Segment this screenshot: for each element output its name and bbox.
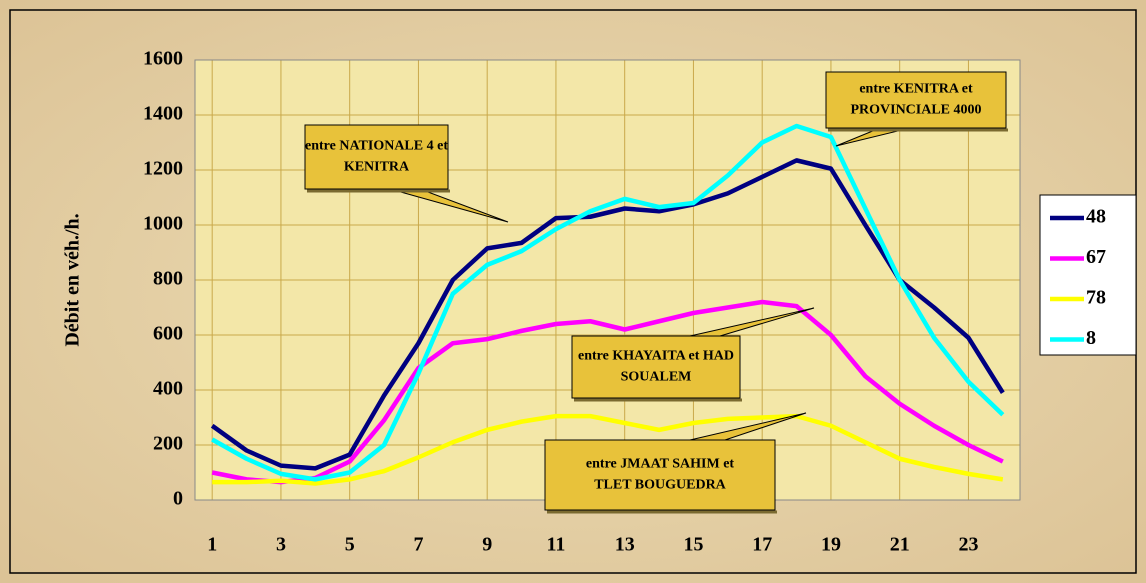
- x-tick-label: 1: [207, 534, 217, 556]
- x-tick-label: 23: [958, 534, 978, 556]
- series-line: [211, 299, 1004, 485]
- series-line: [211, 123, 1005, 482]
- callout-box: [304, 124, 449, 190]
- callout-box: [571, 335, 741, 399]
- callout-box: [825, 71, 1007, 129]
- x-tick-label: 3: [276, 534, 286, 556]
- y-axis-label: Débit en véh./h.: [62, 213, 84, 346]
- y-tick-label: 1200: [143, 158, 183, 180]
- callout-box: [544, 439, 776, 511]
- x-tick-label: 13: [615, 534, 635, 556]
- y-tick-label: 400: [153, 378, 183, 400]
- legend-label: 48: [1086, 206, 1106, 228]
- annotation-text: entre KHAYAITA et HAD: [578, 349, 734, 364]
- legend-label: 67: [1086, 246, 1106, 268]
- x-tick-label: 19: [821, 534, 841, 556]
- x-tick-label: 15: [683, 534, 703, 556]
- annotation-text: TLET BOUGUEDRA: [594, 478, 726, 493]
- series-line: [212, 413, 1004, 486]
- y-tick-label: 1400: [143, 103, 183, 125]
- annotation-text: entre NATIONALE 4 et: [305, 139, 448, 154]
- y-tick-label: 200: [153, 433, 183, 455]
- annotation-text: SOUALEM: [621, 370, 692, 385]
- annotation-text: PROVINCIALE 4000: [850, 103, 981, 118]
- y-tick-label: 600: [153, 323, 183, 345]
- legend-label: 78: [1086, 287, 1106, 309]
- x-tick-label: 9: [482, 534, 492, 556]
- legend-label: 8: [1086, 327, 1096, 349]
- x-tick-label: 7: [413, 534, 423, 556]
- x-tick-label: 21: [890, 534, 910, 556]
- x-tick-label: 5: [345, 534, 355, 556]
- series-line: [210, 158, 1005, 471]
- annotation-text: KENITRA: [344, 160, 410, 175]
- x-tick-label: 17: [752, 534, 772, 556]
- y-tick-label: 800: [153, 268, 183, 290]
- y-tick-label: 0: [173, 488, 183, 510]
- y-tick-label: 1000: [143, 213, 183, 235]
- y-tick-label: 1600: [143, 48, 183, 70]
- annotation-text: entre KENITRA et: [859, 82, 973, 97]
- annotation-text: entre JMAAT SAHIM et: [586, 457, 734, 472]
- legend-box: [1039, 194, 1137, 356]
- x-tick-label: 11: [546, 534, 565, 556]
